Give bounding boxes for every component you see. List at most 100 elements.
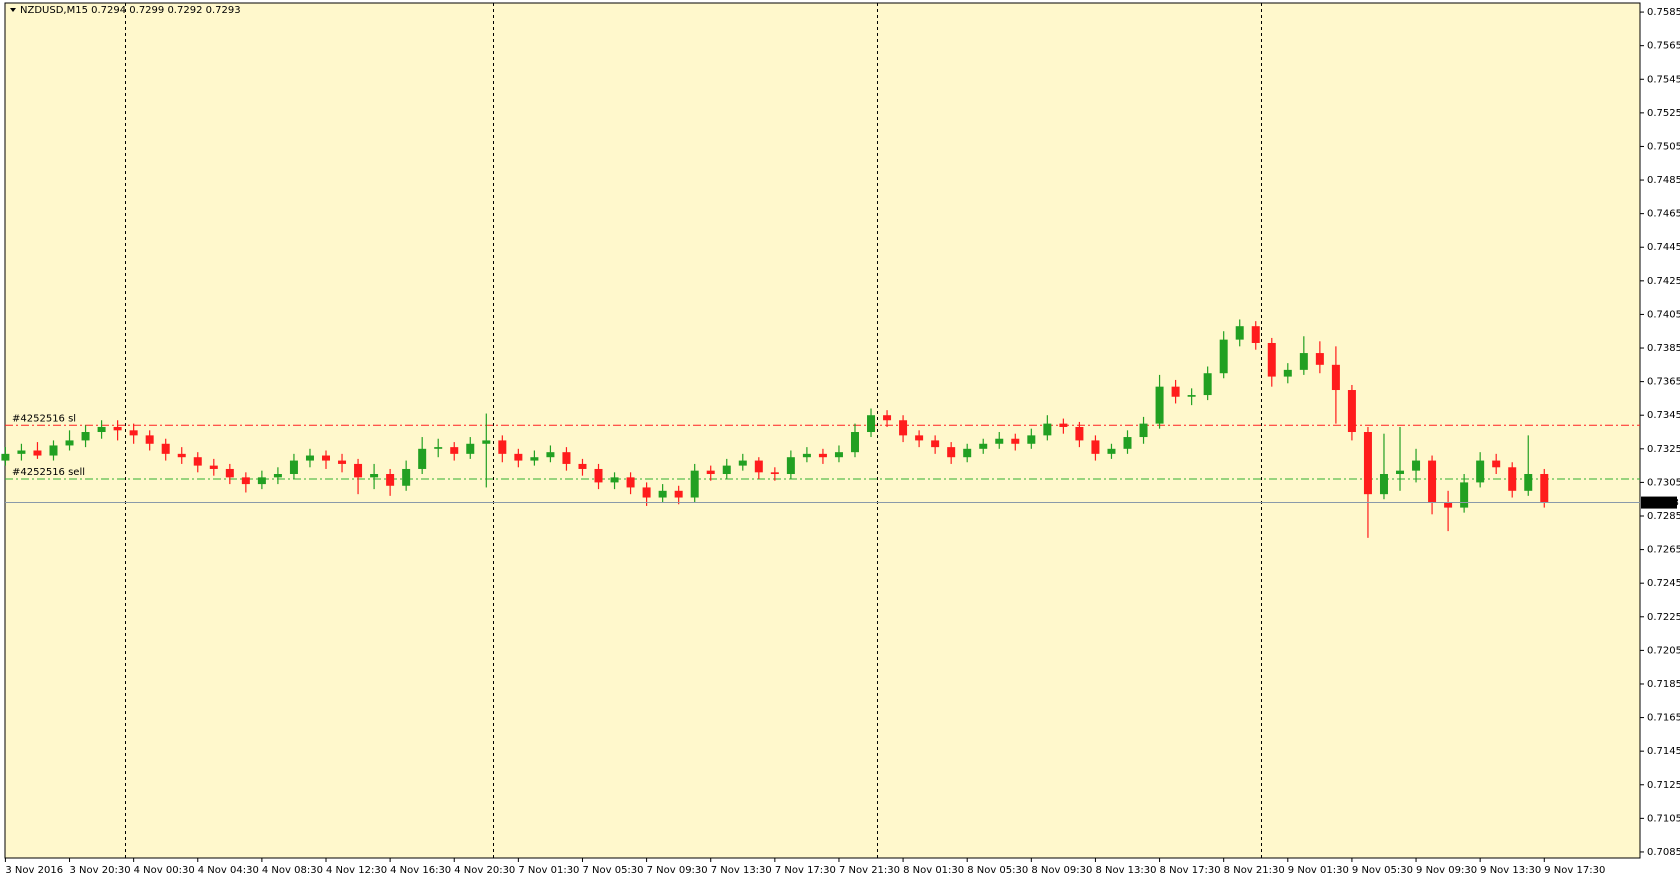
candle-body	[434, 447, 443, 449]
candle	[1075, 421, 1084, 448]
x-tick-label: 7 Nov 17:30	[775, 865, 836, 876]
candle-body	[466, 443, 475, 454]
candle-body	[65, 440, 74, 446]
collapse-icon[interactable]	[10, 8, 16, 12]
candle-body	[1187, 395, 1196, 397]
chart-title: NZDUSD,M15 0.7294 0.7299 0.7292 0.7293	[20, 5, 241, 16]
x-tick-label: 7 Nov 21:30	[839, 865, 900, 876]
candle	[1347, 384, 1356, 441]
candle-body	[931, 440, 940, 448]
candle-body	[241, 477, 250, 485]
candle-body	[33, 450, 42, 456]
candle-body	[1492, 460, 1501, 468]
candle-body	[1251, 326, 1260, 343]
candle	[658, 484, 667, 503]
x-tick-label: 9 Nov 05:30	[1352, 865, 1413, 876]
candle	[995, 432, 1004, 449]
x-tick-label: 9 Nov 01:30	[1288, 865, 1349, 876]
candle	[1107, 443, 1116, 459]
candle-body	[129, 430, 138, 436]
candle-body	[482, 440, 491, 444]
candle-body	[1540, 474, 1549, 503]
y-tick-label: 0.7445	[1647, 242, 1680, 253]
candle	[834, 445, 843, 463]
candle-body	[562, 452, 571, 464]
candle-body	[1203, 373, 1212, 396]
x-tick-label: 8 Nov 05:30	[967, 865, 1028, 876]
candle-body	[594, 468, 603, 483]
candle	[690, 463, 699, 503]
candle-body	[786, 457, 795, 475]
candle	[129, 423, 138, 444]
candle	[1331, 346, 1340, 424]
x-tick-label: 8 Nov 01:30	[903, 865, 964, 876]
candle-body	[257, 477, 266, 485]
y-tick-label: 0.7305	[1647, 477, 1680, 488]
candle	[947, 442, 956, 464]
candle	[610, 472, 619, 490]
candle-body	[883, 415, 892, 421]
candle-body	[177, 453, 186, 458]
candle	[1203, 366, 1212, 401]
x-tick-label: 8 Nov 17:30	[1160, 865, 1221, 876]
y-tick-label: 0.7405	[1647, 309, 1680, 320]
candle-body	[626, 477, 635, 488]
candle	[1460, 474, 1469, 513]
candle-body	[850, 432, 859, 453]
candle	[145, 430, 154, 451]
candle	[1396, 426, 1405, 491]
candle	[738, 453, 747, 471]
candle	[1219, 331, 1228, 379]
x-tick-label: 3 Nov 20:30	[70, 865, 131, 876]
candle-body	[498, 440, 507, 454]
candle-body	[1396, 470, 1405, 475]
y-tick-label: 0.7585	[1647, 7, 1680, 18]
candle	[209, 458, 218, 476]
candle-body	[754, 460, 763, 473]
y-tick-label: 0.7385	[1647, 343, 1680, 354]
candle	[97, 420, 106, 439]
candle-body	[1075, 426, 1084, 441]
candle	[722, 458, 731, 480]
candle	[1043, 415, 1052, 441]
candle	[802, 447, 811, 463]
candle	[530, 450, 539, 466]
y-tick-label: 0.7085	[1647, 847, 1680, 858]
candle-body	[899, 420, 908, 436]
candle	[674, 485, 683, 505]
candle	[818, 448, 827, 464]
candle-body	[402, 468, 411, 486]
candle	[370, 463, 379, 490]
y-tick-label: 0.7125	[1647, 780, 1680, 791]
x-tick-label: 4 Nov 12:30	[326, 865, 387, 876]
candle-body	[17, 450, 26, 454]
y-tick-label: 0.7225	[1647, 612, 1680, 623]
candle-body	[802, 453, 811, 458]
candle-body	[1299, 353, 1308, 370]
candle	[65, 430, 74, 451]
candle-body	[706, 470, 715, 475]
candle	[81, 425, 90, 448]
x-tick-label: 9 Nov 13:30	[1480, 865, 1541, 876]
candle	[338, 453, 347, 473]
candle-body	[1043, 423, 1052, 436]
candle-body	[818, 453, 827, 458]
candle-body	[610, 477, 619, 483]
candle	[1171, 379, 1180, 404]
candle-body	[867, 415, 876, 433]
candle-body	[690, 470, 699, 498]
candle-body	[1219, 339, 1228, 374]
y-tick-label: 0.7105	[1647, 813, 1680, 824]
y-tick-label: 0.7185	[1647, 679, 1680, 690]
candle-body	[81, 432, 90, 441]
x-tick-label: 7 Nov 13:30	[711, 865, 772, 876]
candle	[402, 460, 411, 491]
candle-body	[338, 460, 347, 464]
candle	[49, 440, 58, 461]
y-tick-label: 0.7325	[1647, 444, 1680, 455]
candle-body	[225, 468, 234, 478]
candle	[1428, 455, 1437, 515]
y-tick-label: 0.7525	[1647, 108, 1680, 119]
candle-body	[370, 474, 379, 478]
candle-body	[450, 447, 459, 454]
